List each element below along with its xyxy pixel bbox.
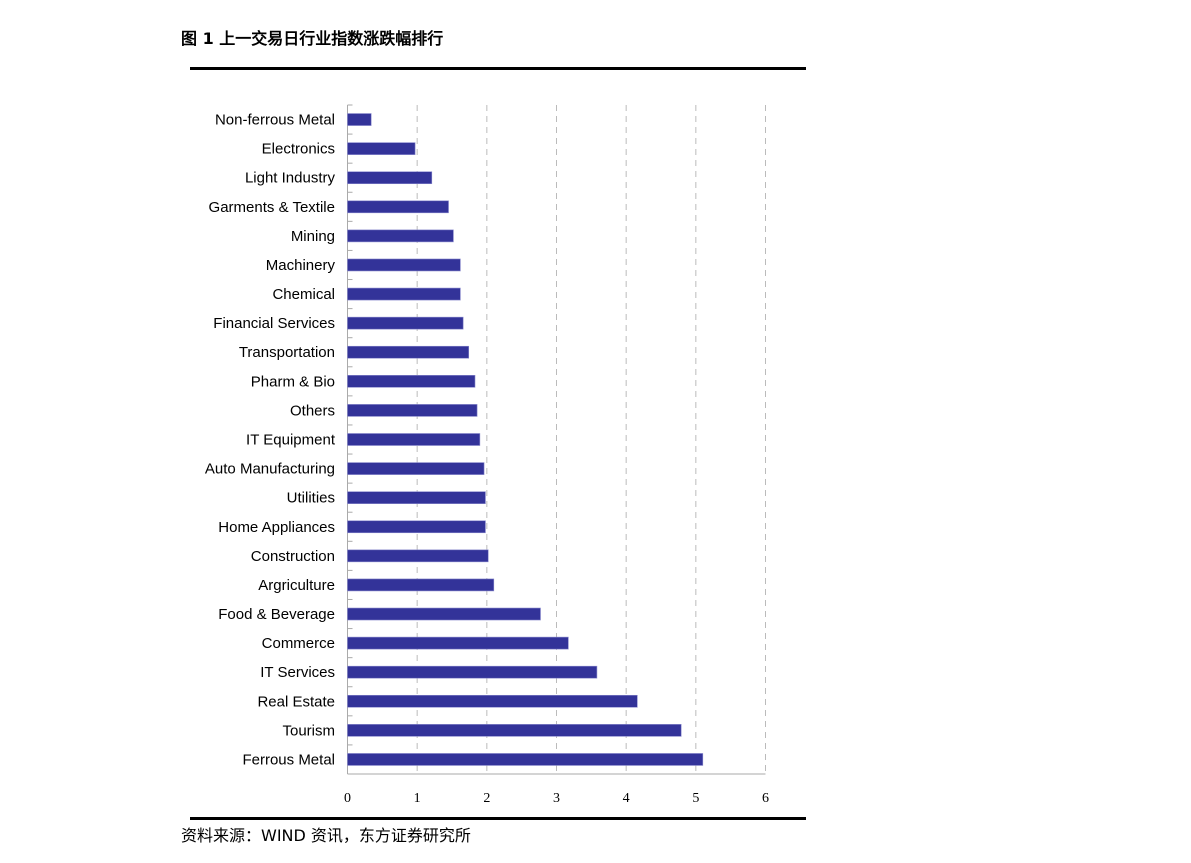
bar [347,520,486,534]
category-label: Others [290,402,335,419]
category-label: Chemical [272,286,335,303]
x-tick-label: 0 [344,791,351,806]
bar [347,171,433,185]
bar [347,345,470,359]
category-label: Mining [291,228,335,245]
x-tick-label: 5 [692,791,699,806]
bar [347,636,569,650]
bar [347,753,704,766]
bar [347,375,476,388]
category-label: Home Appliances [218,519,335,536]
category-label: Commerce [262,635,335,652]
category-label: Transportation [239,344,335,361]
category-label: Financial Services [213,315,335,332]
bar [347,142,416,155]
bar [347,316,464,330]
category-label: Garments & Textile [209,199,335,216]
bar [347,404,478,417]
category-label: Utilities [287,490,335,507]
category-label: Light Industry [245,170,336,187]
category-label: Food & Beverage [218,606,335,623]
bar [347,258,461,272]
category-label: IT Services [260,664,335,681]
category-label: Argriculture [258,577,335,594]
category-label: Non-ferrous Metal [215,112,335,129]
bar [347,433,481,446]
bar [347,229,454,243]
bar [347,607,541,621]
category-label: Auto Manufacturing [205,461,335,478]
category-label: Tourism [282,722,335,739]
bar [347,200,449,214]
bar [347,549,489,563]
source-note: 资料来源：WIND 资讯，东方证券研究所 [181,826,471,845]
x-tick-label: 1 [414,791,421,806]
bar [347,665,598,679]
top-rule [190,67,806,70]
bar [347,491,486,504]
category-label: Real Estate [257,693,335,710]
bar [347,462,485,475]
x-tick-label: 4 [623,791,630,806]
bar [347,694,638,708]
bar [347,287,461,301]
bar [347,113,372,126]
bar [347,724,682,737]
category-label: Machinery [266,257,336,274]
category-label: IT Equipment [246,432,336,449]
x-tick-label: 2 [483,791,490,806]
figure-title: 图 1 上一交易日行业指数涨跌幅排行 [181,29,444,48]
x-tick-label: 3 [553,791,560,806]
x-tick-label: 6 [762,791,769,806]
category-label: Construction [251,548,335,565]
bar [347,578,495,592]
bottom-rule [190,817,806,820]
category-label: Pharm & Bio [251,373,335,390]
category-label: Electronics [262,141,335,158]
category-label: Ferrous Metal [242,751,335,768]
